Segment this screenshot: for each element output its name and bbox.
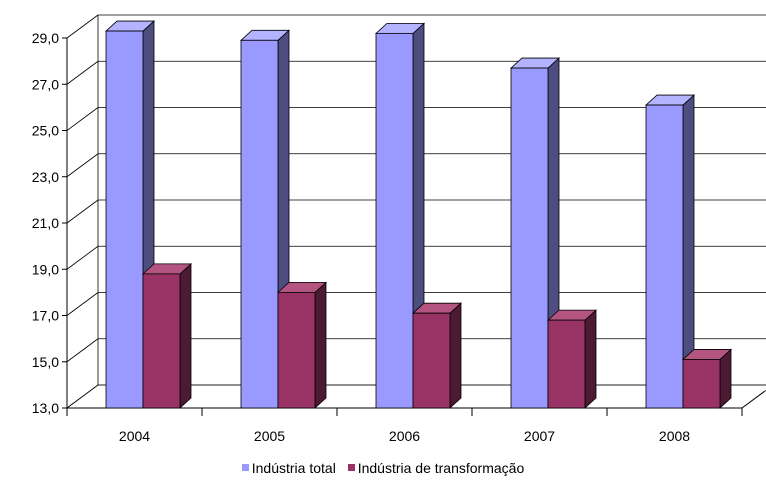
bar-side-ind-stria-de-transforma-o — [180, 264, 191, 408]
legend-swatch-industria-total — [242, 464, 249, 471]
legend-label-industria-total: Indústria total — [252, 460, 336, 476]
x-tick-label: 2007 — [524, 428, 555, 444]
y-tick-label: 17,0 — [32, 308, 59, 324]
legend-item-industria-total: Indústria total — [242, 460, 336, 476]
legend-swatch-industria-transformacao — [348, 464, 355, 471]
y-tick-label: 27,0 — [32, 76, 59, 92]
bar-ind-stria-de-transforma-o-2005 — [278, 292, 315, 408]
legend: Indústria total Indústria de transformaç… — [0, 458, 766, 476]
gridline-diagonal — [67, 154, 98, 177]
x-tick-label: 2008 — [659, 428, 690, 444]
gridline-diagonal — [67, 200, 98, 223]
bar-ind-stria-total-2008 — [646, 105, 683, 408]
gridline-diagonal — [67, 293, 98, 316]
y-tick-label: 23,0 — [32, 169, 59, 185]
y-tick-label: 21,0 — [32, 215, 59, 231]
bar-ind-stria-de-transforma-o-2008 — [683, 359, 720, 408]
gridline-diagonal — [67, 246, 98, 269]
y-tick-label: 29,0 — [32, 30, 59, 46]
bar-side-ind-stria-de-transforma-o — [450, 303, 461, 408]
gridline-diagonal — [67, 61, 98, 84]
bar-ind-stria-total-2007 — [511, 68, 548, 408]
bar-ind-stria-de-transforma-o-2004 — [143, 274, 180, 408]
legend-label-industria-transformacao: Indústria de transformação — [358, 460, 525, 476]
y-tick-label: 15,0 — [32, 354, 59, 370]
bar-side-ind-stria-de-transforma-o — [315, 282, 326, 408]
gridline-diagonal — [67, 15, 98, 38]
bar-ind-stria-total-2005 — [241, 40, 278, 408]
bar-ind-stria-total-2006 — [376, 33, 413, 408]
bar-ind-stria-de-transforma-o-2007 — [548, 320, 585, 408]
legend-item-industria-transformacao: Indústria de transformação — [348, 460, 525, 476]
y-tick-label: 25,0 — [32, 123, 59, 139]
bar-ind-stria-de-transforma-o-2006 — [413, 313, 450, 408]
y-tick-label: 13,0 — [32, 400, 59, 416]
x-tick-label: 2005 — [254, 428, 285, 444]
gridline-diagonal — [67, 108, 98, 131]
y-tick-label: 19,0 — [32, 261, 59, 277]
x-tick-label: 2004 — [119, 428, 150, 444]
x-tick-label: 2006 — [389, 428, 420, 444]
bar-ind-stria-total-2004 — [106, 31, 143, 408]
bar-side-ind-stria-de-transforma-o — [585, 310, 596, 408]
gridline-diagonal — [67, 339, 98, 362]
